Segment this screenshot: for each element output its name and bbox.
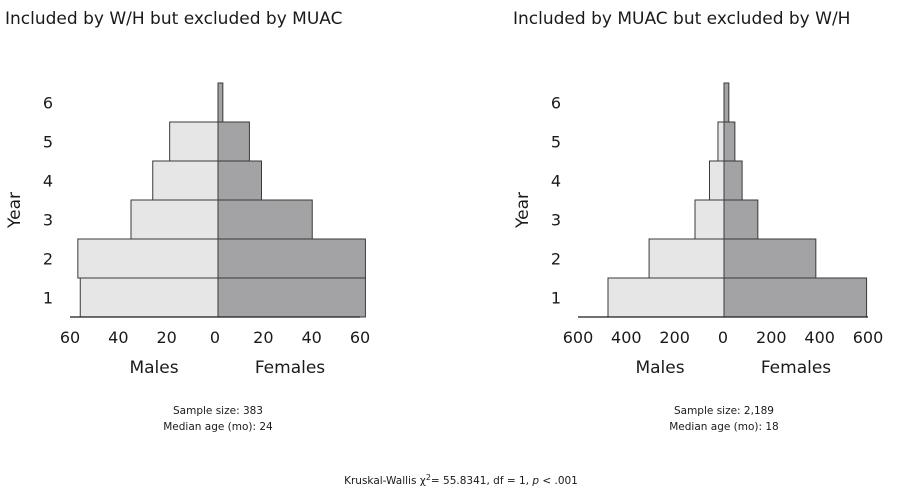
- pyramid-panel-muac: Included by MUAC but excluded by W/H Year…: [513, 9, 883, 433]
- x-tick-label: 0: [718, 328, 728, 347]
- y-tick-label: 6: [43, 94, 53, 113]
- bar-females: [723, 238, 817, 279]
- y-tick-label: 6: [551, 94, 561, 113]
- bar-females: [217, 121, 250, 162]
- y-tick-label: 2: [551, 250, 561, 269]
- x-tick-label: 60: [60, 328, 80, 347]
- x-tick-label: 60: [350, 328, 370, 347]
- bar-females: [723, 160, 743, 201]
- x-tick-label: 0: [210, 328, 220, 347]
- y-tick-label: 4: [43, 172, 53, 191]
- x-tick-label: 200: [659, 328, 690, 347]
- x-tick-label: 600: [563, 328, 594, 347]
- bar-females: [723, 199, 759, 240]
- y-tick-label: 3: [551, 211, 561, 230]
- chart-title: Included by MUAC but excluded by W/H: [513, 9, 850, 29]
- median-age-note: Median age (mo): 24: [163, 421, 273, 433]
- bar-females: [723, 277, 868, 318]
- footnote-superscript: 2: [426, 473, 431, 482]
- x-tick-label: 40: [301, 328, 321, 347]
- bar-females: [217, 160, 262, 201]
- footnote-suffix: < .001: [539, 475, 578, 487]
- footnote-middle: = 55.8341, df = 1,: [431, 475, 532, 487]
- y-tick-label: 5: [43, 133, 53, 152]
- x-tick-label: 400: [804, 328, 835, 347]
- bar-females: [723, 82, 730, 123]
- x-tick-label: 600: [853, 328, 884, 347]
- y-tick-label: 2: [43, 250, 53, 269]
- x-tick-label: 40: [108, 328, 128, 347]
- x-tick-label: 400: [611, 328, 642, 347]
- bar-males: [694, 199, 725, 240]
- bar-males: [648, 238, 725, 279]
- x-tick-label: 20: [253, 328, 273, 347]
- bar-females: [217, 82, 224, 123]
- sample-size-note: Sample size: 383: [173, 405, 263, 417]
- y-tick-label: 4: [551, 172, 561, 191]
- bar-females: [217, 199, 313, 240]
- chart-title: Included by W/H but excluded by MUAC: [5, 9, 342, 29]
- y-axis-label: Year: [5, 192, 25, 229]
- y-tick-label: 3: [43, 211, 53, 230]
- y-tick-label: 1: [43, 289, 53, 308]
- kruskal-wallis-footnote: Kruskal-Wallis χ2= 55.8341, df = 1, p < …: [344, 473, 578, 487]
- footnote-prefix: Kruskal-Wallis χ: [344, 475, 426, 487]
- bar-females: [723, 121, 736, 162]
- median-age-note: Median age (mo): 18: [669, 421, 779, 433]
- bar-females: [217, 238, 366, 279]
- bar-males: [152, 160, 219, 201]
- bar-males: [77, 238, 219, 279]
- x-tick-label: 200: [756, 328, 787, 347]
- x-tick-label: 20: [156, 328, 176, 347]
- y-axis-label: Year: [513, 192, 533, 229]
- bar-males: [709, 160, 725, 201]
- sample-size-note: Sample size: 2,189: [674, 405, 774, 417]
- bar-males: [79, 277, 219, 318]
- bar-males: [130, 199, 219, 240]
- footnote-p: p: [531, 475, 539, 487]
- females-label: Females: [761, 358, 831, 378]
- pyramid-panel-wh: Included by W/H but excluded by MUAC Year…: [5, 9, 370, 433]
- bar-males: [717, 121, 725, 162]
- females-label: Females: [255, 358, 325, 378]
- bar-males: [169, 121, 219, 162]
- males-label: Males: [129, 358, 178, 378]
- y-tick-label: 5: [551, 133, 561, 152]
- y-tick-label: 1: [551, 289, 561, 308]
- bar-males: [607, 277, 725, 318]
- males-label: Males: [635, 358, 684, 378]
- bar-females: [217, 277, 366, 318]
